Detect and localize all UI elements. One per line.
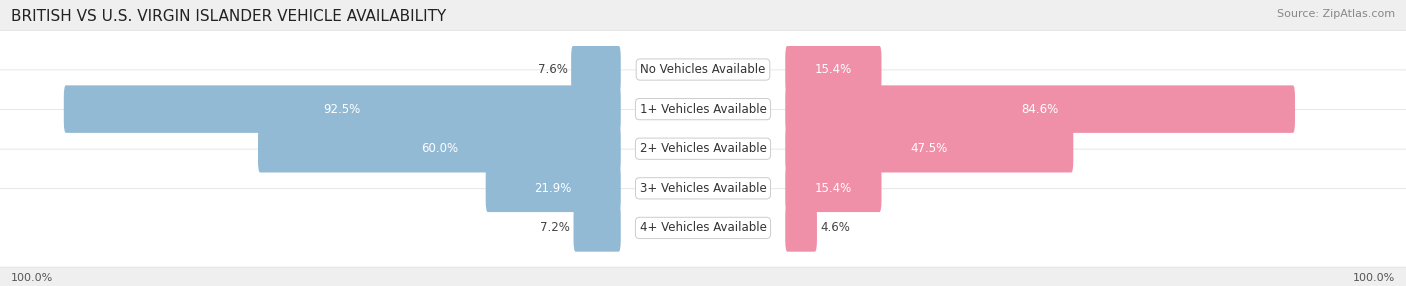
Text: 100.0%: 100.0% <box>11 273 53 283</box>
FancyBboxPatch shape <box>0 30 1406 109</box>
Text: 100.0%: 100.0% <box>1353 273 1395 283</box>
Text: 47.5%: 47.5% <box>911 142 948 155</box>
Text: 7.2%: 7.2% <box>540 221 569 235</box>
FancyBboxPatch shape <box>785 85 1295 133</box>
FancyBboxPatch shape <box>785 46 882 93</box>
Text: 1+ Vehicles Available: 1+ Vehicles Available <box>640 103 766 116</box>
Text: 2+ Vehicles Available: 2+ Vehicles Available <box>640 142 766 155</box>
Text: 84.6%: 84.6% <box>1022 103 1059 116</box>
Text: 15.4%: 15.4% <box>814 63 852 76</box>
FancyBboxPatch shape <box>259 125 621 172</box>
FancyBboxPatch shape <box>63 85 621 133</box>
FancyBboxPatch shape <box>574 204 621 252</box>
Text: BRITISH VS U.S. VIRGIN ISLANDER VEHICLE AVAILABILITY: BRITISH VS U.S. VIRGIN ISLANDER VEHICLE … <box>11 9 447 23</box>
FancyBboxPatch shape <box>0 149 1406 228</box>
FancyBboxPatch shape <box>785 125 1073 172</box>
Text: 7.6%: 7.6% <box>537 63 568 76</box>
Text: 4.6%: 4.6% <box>821 221 851 235</box>
FancyBboxPatch shape <box>0 70 1406 148</box>
FancyBboxPatch shape <box>785 204 817 252</box>
Text: 92.5%: 92.5% <box>323 103 361 116</box>
Text: 3+ Vehicles Available: 3+ Vehicles Available <box>640 182 766 195</box>
FancyBboxPatch shape <box>785 164 882 212</box>
Text: 60.0%: 60.0% <box>420 142 458 155</box>
Text: Source: ZipAtlas.com: Source: ZipAtlas.com <box>1277 9 1395 19</box>
FancyBboxPatch shape <box>485 164 621 212</box>
Text: No Vehicles Available: No Vehicles Available <box>640 63 766 76</box>
FancyBboxPatch shape <box>0 110 1406 188</box>
Text: 21.9%: 21.9% <box>534 182 572 195</box>
Text: 15.4%: 15.4% <box>814 182 852 195</box>
Text: 4+ Vehicles Available: 4+ Vehicles Available <box>640 221 766 235</box>
FancyBboxPatch shape <box>0 189 1406 267</box>
FancyBboxPatch shape <box>571 46 621 93</box>
